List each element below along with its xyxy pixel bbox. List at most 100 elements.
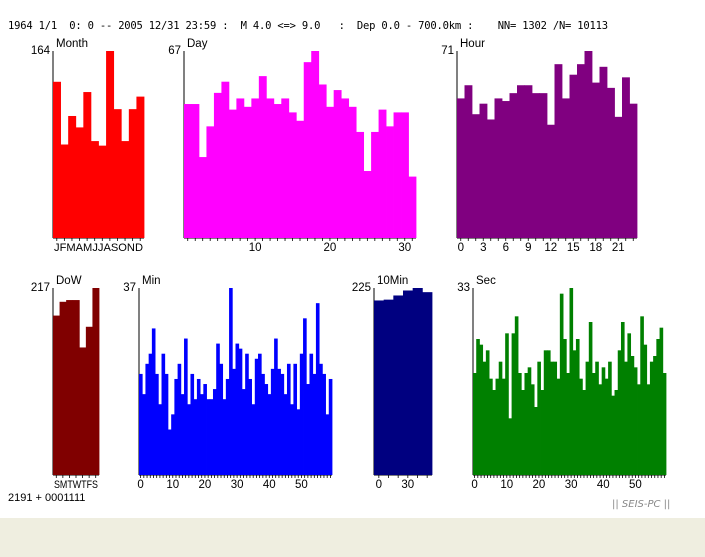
sec-bar xyxy=(543,350,548,475)
min-bar xyxy=(238,348,243,475)
min-bar xyxy=(145,363,150,475)
min-bar xyxy=(303,318,307,475)
day-bar xyxy=(288,112,297,238)
10min-bar xyxy=(403,290,414,475)
day-bar xyxy=(296,120,305,238)
month-bar xyxy=(83,92,92,238)
min-bar xyxy=(251,404,256,475)
min-x-tick-label: 0 xyxy=(137,479,143,491)
sec-bar xyxy=(550,361,554,475)
day-bar xyxy=(363,171,372,238)
day-x-tick-label: 20 xyxy=(324,242,337,254)
10min-bar xyxy=(383,299,394,475)
min-bar xyxy=(322,373,326,475)
day-bar xyxy=(393,112,402,238)
hour-x-tick-label: 3 xyxy=(480,242,486,254)
day-bar xyxy=(191,104,200,238)
hour-bar xyxy=(502,101,510,238)
sec-bar xyxy=(582,390,586,475)
hour-bar xyxy=(629,103,638,239)
month-bar xyxy=(53,81,61,238)
min-bar xyxy=(180,394,185,475)
dow-bar xyxy=(66,300,74,475)
min-bar xyxy=(245,353,249,475)
month-bar xyxy=(136,96,145,238)
month-bar xyxy=(98,145,107,238)
sec-bar xyxy=(534,407,538,475)
month-bar xyxy=(75,127,84,238)
sec-bar xyxy=(511,333,516,475)
min-bar xyxy=(177,363,182,475)
sec-bar xyxy=(566,373,570,475)
sec-bar xyxy=(527,367,532,475)
day-bar xyxy=(243,106,252,238)
day-bar xyxy=(198,157,207,238)
min-bar xyxy=(309,353,314,475)
min-bar xyxy=(235,343,240,475)
sec-bar xyxy=(601,367,606,475)
sec-bar xyxy=(598,384,603,475)
min-bar xyxy=(219,363,224,475)
sec-bar xyxy=(659,327,664,475)
sec-bar xyxy=(473,373,477,475)
sec-bar xyxy=(479,344,484,475)
sec-bar xyxy=(637,384,641,475)
min-bar xyxy=(225,378,230,475)
min-bar xyxy=(200,394,204,475)
dow-bar xyxy=(59,301,67,475)
10min-bar xyxy=(422,292,433,475)
sec-bar xyxy=(640,316,644,475)
hour-bar xyxy=(464,85,473,239)
min-bar xyxy=(290,404,294,475)
sec-bar xyxy=(495,378,500,475)
sec-bar xyxy=(662,373,667,475)
min-bar xyxy=(280,373,285,475)
min-bar xyxy=(325,414,330,475)
sec-bar xyxy=(569,288,574,475)
min-bar xyxy=(296,409,301,475)
hour-bar xyxy=(524,85,533,239)
hour-bar xyxy=(562,98,570,238)
min-x-tick-label: 40 xyxy=(263,479,276,491)
hour-x-tick-label: 12 xyxy=(544,242,557,254)
query-summary-header: 1964 1/1 0: 0 -- 2005 12/31 23:59 : M 4.… xyxy=(8,20,608,32)
sec-bar xyxy=(604,378,609,475)
hour-bar xyxy=(494,98,503,238)
min-bar xyxy=(286,363,291,475)
day-x-tick-label: 10 xyxy=(249,242,262,254)
hour-bar xyxy=(607,87,615,239)
dow-ymax-label: 217 xyxy=(31,282,50,294)
min-bar xyxy=(299,353,304,475)
min-title: Min xyxy=(142,275,161,287)
day-bar xyxy=(303,62,312,238)
day-bar xyxy=(401,112,409,238)
day-bar xyxy=(356,131,365,238)
sec-x-tick-label: 40 xyxy=(597,479,610,491)
sec-bar xyxy=(521,390,525,475)
hour-bar xyxy=(547,124,555,238)
hour-bar xyxy=(599,66,608,238)
sec-x-tick-label: 50 xyxy=(629,479,642,491)
hour-x-tick-label: 18 xyxy=(589,242,602,254)
min-bar xyxy=(258,353,262,475)
dow-x-tick-labels: SMTWTFS xyxy=(54,479,98,491)
histogram-panel: Month 164 JFMAMJJASOND Day 67 10 20 30 Hour 71 0 3 6… xyxy=(31,38,667,491)
10min-bar xyxy=(412,288,423,475)
min-bar xyxy=(319,363,323,475)
sec-bar xyxy=(575,339,580,475)
month-bar xyxy=(121,141,130,238)
day-bar xyxy=(341,98,350,238)
hour-bar xyxy=(487,119,495,238)
sec-bar xyxy=(592,373,596,475)
day-x-tick-label: 30 xyxy=(398,242,411,254)
sec-bar xyxy=(563,339,567,475)
month-title: Month xyxy=(56,38,88,50)
sec-bar xyxy=(614,390,619,475)
sec-bar xyxy=(608,361,612,475)
min-bar xyxy=(187,404,191,475)
min-bar xyxy=(283,394,288,475)
day-bar xyxy=(408,176,417,238)
sec-bar xyxy=(646,384,651,475)
day-bar xyxy=(371,131,379,238)
day-bar xyxy=(311,51,320,238)
